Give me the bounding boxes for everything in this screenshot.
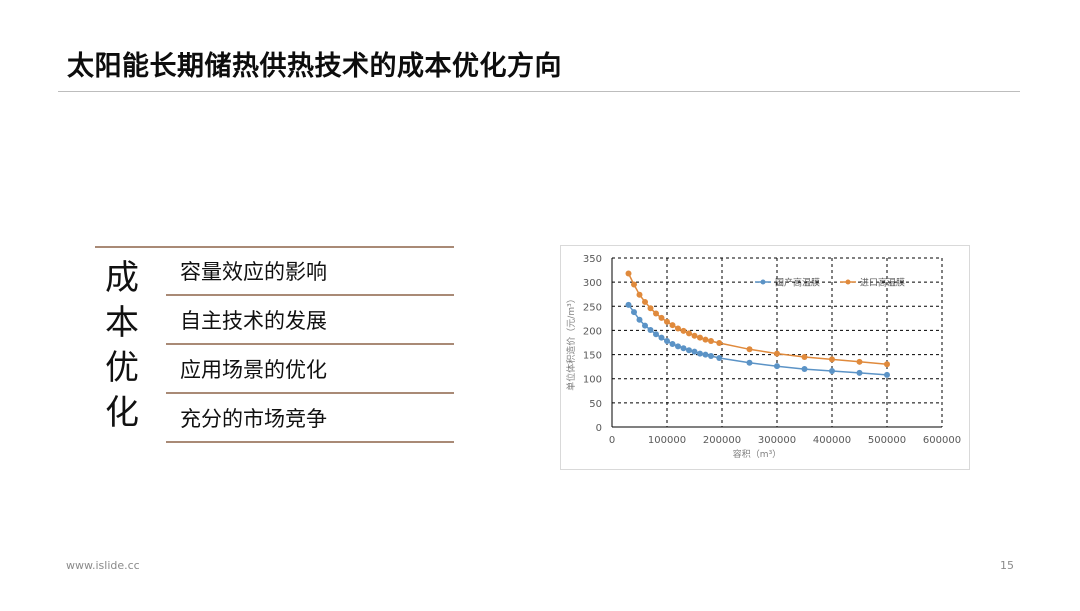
data-point bbox=[642, 322, 648, 329]
data-point bbox=[664, 338, 670, 345]
data-point bbox=[631, 281, 637, 288]
data-point bbox=[647, 305, 654, 312]
data-point bbox=[884, 371, 890, 378]
x-tick-label: 200000 bbox=[703, 435, 741, 446]
data-point bbox=[716, 339, 723, 346]
data-point bbox=[691, 348, 698, 355]
data-point bbox=[746, 359, 753, 366]
data-point bbox=[697, 350, 703, 357]
list-item: 应用场景的优化 bbox=[166, 345, 454, 394]
legend-label: 进口高温膜 bbox=[860, 277, 905, 289]
data-point bbox=[708, 353, 714, 360]
cost-chart: 0 50 100 150 200 250 300 350 0 100000 200000 300000… bbox=[560, 245, 970, 474]
data-point bbox=[658, 334, 665, 341]
data-point bbox=[691, 332, 698, 339]
data-point bbox=[856, 369, 863, 376]
title-divider bbox=[58, 91, 1020, 92]
data-point bbox=[686, 347, 692, 354]
data-point bbox=[636, 316, 643, 323]
list-item: 容量效应的影响 bbox=[166, 247, 454, 296]
list-top-rule bbox=[95, 246, 454, 248]
list-item: 充分的市场竞争 bbox=[166, 394, 454, 443]
y-tick-label: 200 bbox=[583, 326, 602, 337]
data-point bbox=[658, 314, 665, 321]
data-point bbox=[642, 298, 648, 305]
data-point bbox=[664, 318, 670, 325]
x-tick-label: 500000 bbox=[868, 435, 906, 446]
data-point bbox=[702, 336, 709, 343]
cost-chart-svg: 0 50 100 150 200 250 300 350 0 100000 200000 300000… bbox=[560, 245, 970, 470]
data-point bbox=[675, 325, 681, 332]
data-point bbox=[801, 353, 808, 360]
y-tick-label: 100 bbox=[583, 375, 602, 386]
optimization-list: 容量效应的影响 自主技术的发展 应用场景的优化 充分的市场竞争 bbox=[166, 247, 454, 443]
data-point bbox=[631, 309, 637, 316]
data-point bbox=[675, 343, 681, 350]
legend-label: 国产高温膜 bbox=[775, 277, 820, 289]
data-point bbox=[702, 351, 709, 358]
data-point bbox=[716, 354, 723, 361]
x-axis-label: 容积（m³） bbox=[733, 448, 781, 460]
x-tick-label: 600000 bbox=[923, 435, 961, 446]
data-point bbox=[653, 331, 659, 338]
y-tick-label: 50 bbox=[589, 399, 602, 410]
x-tick-label: 400000 bbox=[813, 435, 851, 446]
footer-site: www.islide.cc bbox=[66, 559, 140, 572]
data-point bbox=[829, 356, 835, 363]
data-point bbox=[774, 350, 780, 357]
data-point bbox=[746, 346, 753, 353]
y-tick-label: 250 bbox=[583, 302, 602, 313]
data-point bbox=[647, 326, 654, 333]
data-point bbox=[636, 291, 643, 298]
data-point bbox=[856, 358, 863, 365]
x-tick-label: 0 bbox=[609, 435, 615, 446]
data-point bbox=[653, 310, 659, 317]
side-label: 成本优化 bbox=[105, 258, 139, 433]
legend-swatch-marker bbox=[845, 279, 851, 285]
data-point bbox=[708, 338, 714, 345]
data-point bbox=[829, 367, 835, 374]
data-point bbox=[625, 270, 632, 277]
y-axis-label: 单位体积造价（元/m³） bbox=[565, 294, 577, 390]
data-point bbox=[669, 340, 676, 347]
x-tick-label: 300000 bbox=[758, 435, 796, 446]
y-tick-label: 300 bbox=[583, 278, 602, 289]
legend-swatch-marker bbox=[760, 279, 766, 285]
slide-title: 太阳能长期储热供热技术的成本优化方向 bbox=[67, 51, 562, 82]
data-point bbox=[697, 334, 703, 341]
page-number: 15 bbox=[1000, 559, 1014, 572]
y-tick-label: 0 bbox=[596, 423, 602, 434]
data-point bbox=[774, 363, 780, 370]
data-point bbox=[884, 361, 890, 368]
data-point bbox=[680, 327, 687, 334]
data-point bbox=[680, 345, 687, 352]
x-tick-label: 100000 bbox=[648, 435, 686, 446]
y-tick-label: 150 bbox=[583, 351, 602, 362]
data-point bbox=[625, 301, 632, 308]
y-tick-label: 350 bbox=[583, 254, 602, 265]
list-item: 自主技术的发展 bbox=[166, 296, 454, 345]
data-point bbox=[686, 330, 692, 337]
data-point bbox=[669, 322, 676, 329]
data-point bbox=[801, 366, 808, 373]
